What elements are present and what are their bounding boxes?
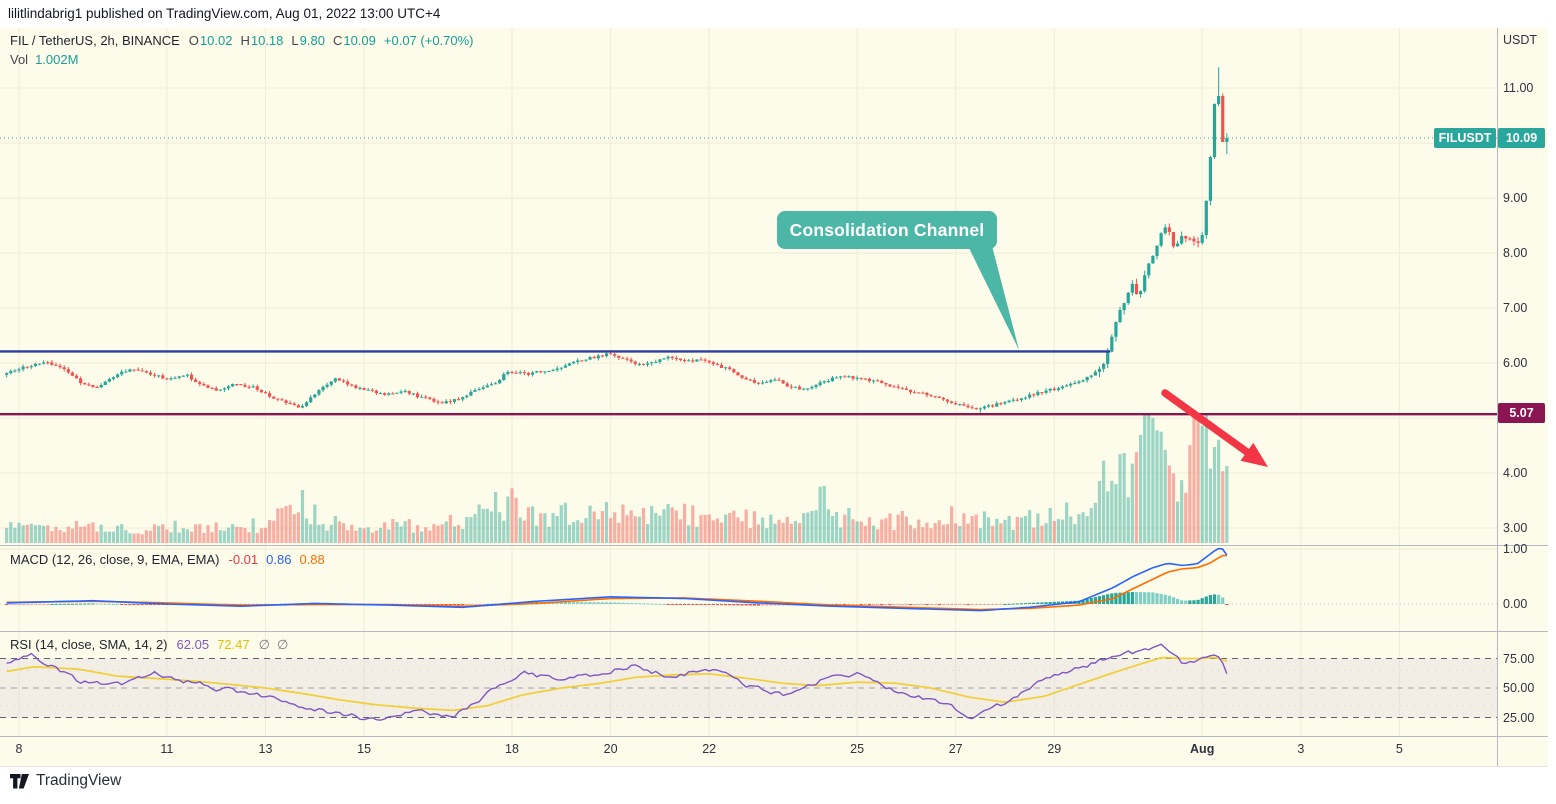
symbol-price-label-badge: FILUSDT <box>1434 128 1496 148</box>
legend-segment: Vol <box>10 52 29 67</box>
tradingview-logo-icon <box>10 773 29 788</box>
legend-segment: C <box>332 33 343 48</box>
price-axis-tick: 25.00 <box>1503 710 1535 725</box>
legend-segment: 9.80 <box>299 33 325 48</box>
legend-segment: 10.09 <box>343 33 376 48</box>
price-axis-tick: 0.00 <box>1503 597 1528 611</box>
legend-segment: 10.02 <box>199 33 233 48</box>
time-axis-tick: 11 <box>160 742 174 756</box>
price-axis-tick: 4.00 <box>1503 466 1528 480</box>
legend-segment: 72.47 <box>217 637 250 652</box>
price-axis-tick: 3.00 <box>1503 521 1528 535</box>
rsi-line <box>6 643 1228 721</box>
legend-segment: ∅ <box>276 637 289 652</box>
callout-tail <box>968 246 1019 350</box>
price-axis-tick: 6.00 <box>1503 356 1528 370</box>
time-axis-tick: 29 <box>1047 742 1062 756</box>
annotations <box>968 246 1268 467</box>
macd-line <box>6 547 1228 612</box>
time-axis-tick: 25 <box>850 742 865 756</box>
level-lines <box>0 137 1497 416</box>
pane-separators <box>0 28 1548 767</box>
consolidation-channel-callout[interactable]: Consolidation Channel <box>777 211 997 249</box>
legend-segment: 0.86 <box>266 552 292 567</box>
rsi-indicator <box>6 643 1228 721</box>
down-trend-arrow <box>1161 389 1251 456</box>
price-axis-tick: 11.00 <box>1503 81 1534 95</box>
time-axis-tick: 18 <box>505 742 519 756</box>
legend-segment: H <box>240 33 250 48</box>
attribution-text: lilitlindabrig1 published on TradingView… <box>8 6 441 21</box>
down-trend-arrowhead <box>1240 442 1268 467</box>
legend-segment: RSI (14, close, SMA, 14, 2) <box>10 637 168 652</box>
legend-segment: 0.88 <box>299 552 325 567</box>
legend-segment: ∅ <box>258 637 270 652</box>
time-axis-tick: 13 <box>258 742 273 756</box>
legend-segment: L <box>291 33 299 48</box>
time-axis-tick: 27 <box>948 742 963 756</box>
rsi-band <box>0 658 1497 718</box>
time-axis-tick: 20 <box>603 742 618 756</box>
candlesticks <box>5 67 1229 414</box>
price-axis-tick: 1.00 <box>1503 542 1528 556</box>
legend-segment: O <box>188 33 199 48</box>
legend-segment: -0.01 <box>228 552 259 567</box>
price-axis-tick: 50.00 <box>1503 681 1535 695</box>
last-price-badge: 10.09 <box>1498 128 1545 148</box>
volume-legend[interactable]: Vol 1.002M <box>10 52 78 67</box>
legend-segment: 1.002M <box>35 52 79 67</box>
price-axis-tick: 75.00 <box>1503 651 1535 666</box>
time-axis-tick: 22 <box>702 742 717 756</box>
legend-segment: MACD (12, 26, close, 9, EMA, EMA) <box>10 552 220 567</box>
time-axis-tick: Aug <box>1190 742 1215 756</box>
tradingview-logo-text: TradingView <box>36 772 122 789</box>
macd-signal-line <box>6 554 1227 611</box>
legend-segment: FIL / TetherUS, 2h, BINANCE <box>10 33 180 48</box>
symbol-legend[interactable]: FIL / TetherUS, 2h, BINANCE O10.02 H10.18 L… <box>10 33 474 48</box>
price-axis-tick: 7.00 <box>1503 301 1528 315</box>
price-axis-unit: USDT <box>1503 33 1538 47</box>
macd-indicator <box>5 547 1229 612</box>
time-axis-tick: 8 <box>15 742 23 756</box>
legend-segment: 62.05 <box>176 637 210 652</box>
attribution-bar: lilitlindabrig1 published on TradingView… <box>0 0 1556 28</box>
volume-bars <box>5 415 1229 543</box>
price-axis-tick: 8.00 <box>1503 246 1528 260</box>
legend-segment: +0.07 (+0.70%) <box>383 33 474 48</box>
support-level-badge: 5.07 <box>1498 403 1545 423</box>
price-axis-tick: 9.00 <box>1503 191 1528 205</box>
time-axis-tick: 15 <box>357 742 372 756</box>
tradingview-watermark[interactable]: TradingView <box>10 769 121 793</box>
gridlines <box>0 28 1497 736</box>
time-axis-tick: 5 <box>1395 742 1403 756</box>
rsi-legend[interactable]: RSI (14, close, SMA, 14, 2) 62.05 72.47 ∅ ∅ <box>10 637 288 653</box>
macd-legend[interactable]: MACD (12, 26, close, 9, EMA, EMA) -0.01 0.… <box>10 552 325 567</box>
time-axis-tick: 3 <box>1297 742 1305 756</box>
legend-segment: 10.18 <box>250 33 284 48</box>
rsi-sma-line <box>6 656 1228 712</box>
chart-background <box>0 28 1548 767</box>
